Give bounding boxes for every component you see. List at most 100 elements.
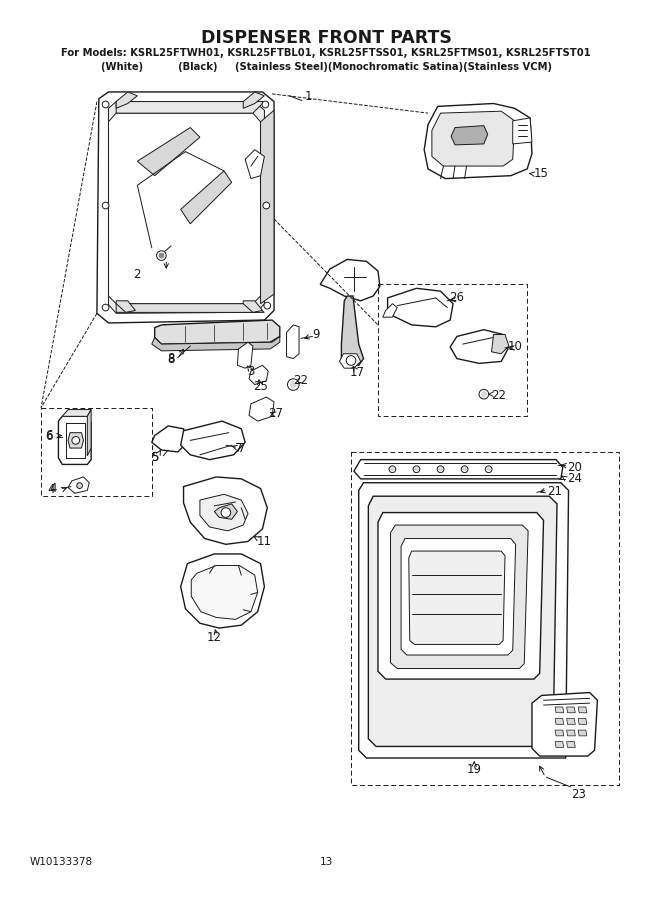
Text: 27: 27 xyxy=(269,407,284,420)
Text: (White)          (Black)     (Stainless Steel)(Monochromatic Satina)(Stainless V: (White) (Black) (Stainless Steel)(Monoch… xyxy=(100,62,552,72)
Text: 6: 6 xyxy=(45,430,53,443)
Polygon shape xyxy=(424,104,532,178)
Polygon shape xyxy=(116,92,138,108)
Text: 15: 15 xyxy=(534,167,549,180)
Polygon shape xyxy=(555,742,564,747)
Text: 13: 13 xyxy=(319,857,333,867)
Polygon shape xyxy=(68,477,89,493)
Polygon shape xyxy=(245,149,265,178)
Text: 7: 7 xyxy=(237,442,245,454)
Polygon shape xyxy=(401,538,516,655)
Text: 5: 5 xyxy=(151,451,158,464)
Circle shape xyxy=(264,302,271,309)
Circle shape xyxy=(263,202,270,209)
Circle shape xyxy=(102,202,109,209)
Circle shape xyxy=(346,356,356,365)
Polygon shape xyxy=(181,421,245,460)
Polygon shape xyxy=(108,102,265,313)
Text: 9: 9 xyxy=(312,328,320,341)
Polygon shape xyxy=(555,707,564,713)
Polygon shape xyxy=(512,118,532,144)
Polygon shape xyxy=(116,303,265,312)
Text: 1: 1 xyxy=(305,90,312,104)
Text: 24: 24 xyxy=(567,472,582,485)
Circle shape xyxy=(481,392,486,397)
Circle shape xyxy=(262,101,269,108)
Text: 7: 7 xyxy=(235,442,242,454)
Text: 19: 19 xyxy=(467,763,482,776)
Circle shape xyxy=(463,468,466,471)
Circle shape xyxy=(159,253,164,258)
Text: 8: 8 xyxy=(168,352,175,365)
Polygon shape xyxy=(215,504,237,519)
Text: 22: 22 xyxy=(293,374,308,387)
Polygon shape xyxy=(97,92,274,323)
Circle shape xyxy=(102,304,109,310)
Circle shape xyxy=(479,390,488,399)
Polygon shape xyxy=(567,730,575,736)
Polygon shape xyxy=(191,565,258,619)
Polygon shape xyxy=(555,718,564,724)
Polygon shape xyxy=(567,707,575,713)
Text: DISPENSER FRONT PARTS: DISPENSER FRONT PARTS xyxy=(201,29,451,47)
Text: 11: 11 xyxy=(257,535,272,548)
Circle shape xyxy=(487,468,490,471)
Text: 12: 12 xyxy=(207,631,222,644)
Text: W10133378: W10133378 xyxy=(29,857,93,867)
Polygon shape xyxy=(387,288,453,327)
Text: 20: 20 xyxy=(567,461,582,473)
Circle shape xyxy=(156,251,166,260)
Polygon shape xyxy=(59,417,91,464)
Polygon shape xyxy=(249,365,268,384)
Text: 22: 22 xyxy=(491,389,506,401)
Polygon shape xyxy=(359,482,569,758)
Text: 17: 17 xyxy=(349,366,364,380)
Text: 25: 25 xyxy=(253,380,268,393)
Polygon shape xyxy=(532,693,597,756)
Circle shape xyxy=(102,101,109,108)
Text: 4: 4 xyxy=(47,483,55,496)
Polygon shape xyxy=(320,259,380,301)
Polygon shape xyxy=(116,102,265,113)
Circle shape xyxy=(77,482,83,489)
Text: 23: 23 xyxy=(570,788,585,801)
Polygon shape xyxy=(340,354,361,368)
Polygon shape xyxy=(152,337,280,351)
Polygon shape xyxy=(578,730,587,736)
Polygon shape xyxy=(286,325,299,358)
Circle shape xyxy=(72,436,80,445)
Polygon shape xyxy=(391,525,528,669)
Polygon shape xyxy=(181,171,231,224)
Polygon shape xyxy=(87,410,91,455)
Polygon shape xyxy=(409,551,505,644)
Circle shape xyxy=(461,466,468,472)
Polygon shape xyxy=(108,113,261,303)
Text: 8: 8 xyxy=(168,353,175,366)
Text: 4: 4 xyxy=(50,482,57,495)
Polygon shape xyxy=(261,110,274,303)
Text: 2: 2 xyxy=(134,268,141,282)
Text: 3: 3 xyxy=(247,364,255,378)
Circle shape xyxy=(437,466,444,472)
Polygon shape xyxy=(578,707,587,713)
Polygon shape xyxy=(249,397,274,421)
Circle shape xyxy=(288,379,299,391)
Text: 26: 26 xyxy=(449,292,464,304)
Polygon shape xyxy=(354,460,563,479)
Circle shape xyxy=(413,466,420,472)
Polygon shape xyxy=(155,320,280,344)
Polygon shape xyxy=(200,494,248,531)
Polygon shape xyxy=(116,301,136,312)
Circle shape xyxy=(439,468,442,471)
Text: 5: 5 xyxy=(151,451,158,464)
Polygon shape xyxy=(138,128,200,176)
Text: 21: 21 xyxy=(548,485,563,498)
Polygon shape xyxy=(237,342,253,368)
Text: 10: 10 xyxy=(507,339,522,353)
Circle shape xyxy=(290,382,296,387)
Polygon shape xyxy=(451,126,488,145)
Polygon shape xyxy=(243,92,265,108)
Polygon shape xyxy=(342,296,364,365)
Circle shape xyxy=(391,468,394,471)
Polygon shape xyxy=(368,496,557,746)
